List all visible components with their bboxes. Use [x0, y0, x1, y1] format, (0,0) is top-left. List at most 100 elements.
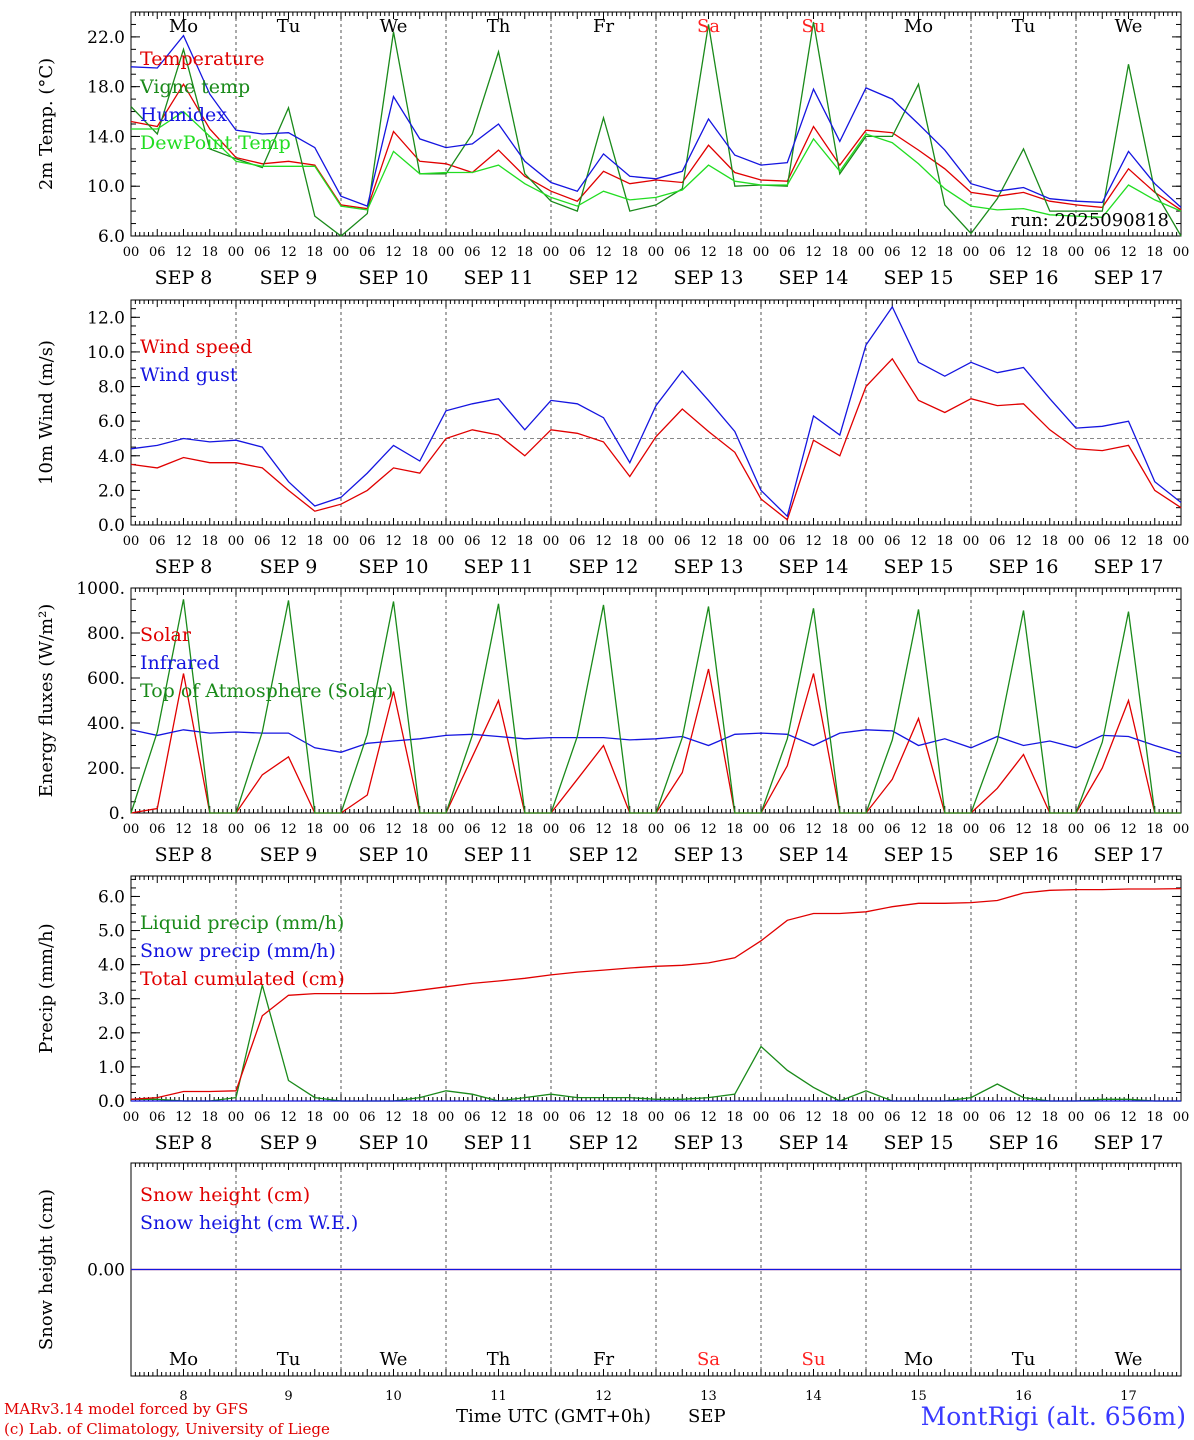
series-line-top-of-atmosphere-solar-: [130, 599, 1181, 814]
hour-label: 00: [333, 1110, 350, 1125]
hour-label: 06: [1094, 822, 1111, 837]
y-tick-label: 600.: [87, 669, 125, 689]
hour-label: 06: [464, 534, 481, 549]
hour-label: 06: [359, 534, 376, 549]
hour-label: 06: [884, 245, 901, 260]
hour-label: 18: [306, 245, 323, 260]
hour-label: 12: [700, 534, 717, 549]
hour-label: 12: [175, 1110, 192, 1125]
hour-label: 00: [963, 245, 980, 260]
date-label: SEP 8: [155, 556, 213, 578]
hour-label: 18: [201, 822, 218, 837]
hour-label: 00: [753, 245, 770, 260]
date-label: SEP 10: [359, 267, 429, 289]
y-axis-label: Snow height (cm): [36, 1189, 57, 1350]
series-line-dewpoint-temp: [131, 110, 1182, 218]
hour-label: 18: [201, 245, 218, 260]
hour-label: 06: [674, 822, 691, 837]
y-tick-label: 400.: [87, 714, 125, 734]
panel-4: 0.0 1.0 2.0 3.0 4.0 5.0 6.0 Precip (mm/h) Liquid…: [36, 875, 1189, 1154]
hour-label: 12: [385, 245, 402, 260]
legend-entry: Total cumulated (cm): [140, 968, 345, 990]
y-tick-label: 800.: [87, 624, 125, 644]
date-label: SEP 16: [989, 1132, 1059, 1154]
date-label: SEP 12: [569, 1132, 639, 1154]
date-label: SEP 12: [569, 267, 639, 289]
station-title: MontRigi (alt. 656m): [920, 1402, 1186, 1431]
y-tick-label: 2.0: [98, 1024, 125, 1044]
hour-label: 06: [149, 822, 166, 837]
date-label: SEP 9: [260, 1132, 318, 1154]
y-tick-label: 12.0: [87, 308, 125, 328]
date-label: SEP 12: [569, 556, 639, 578]
hour-label: 18: [726, 822, 743, 837]
hour-label: 18: [306, 534, 323, 549]
hour-label: 12: [910, 1110, 927, 1125]
hour-label: 00: [438, 822, 455, 837]
hour-label: 12: [910, 822, 927, 837]
hour-label: 00: [648, 534, 665, 549]
hour-label: 00: [753, 1110, 770, 1125]
hour-label: 00: [1068, 822, 1085, 837]
hour-label: 06: [149, 1110, 166, 1125]
hour-label: 00: [123, 245, 140, 260]
legend-entry: Vigne temp: [139, 76, 250, 98]
lab-credit: (c) Lab. of Climatology, University of L…: [4, 1420, 330, 1438]
hour-label: 00: [1173, 534, 1190, 549]
hour-label: 18: [831, 245, 848, 260]
hour-label: 06: [569, 822, 586, 837]
panel-2: 0.0 2.0 4.0 6.0 8.0 10.0 12.0 10m Wind (m/s) Win…: [36, 299, 1190, 578]
day-name: Th: [487, 16, 511, 37]
hour-label: 06: [359, 245, 376, 260]
hour-label: 06: [884, 1110, 901, 1125]
series-line-wind-gust: [130, 305, 1182, 518]
legend-entry: Humidex: [140, 104, 227, 126]
day-number: 8: [179, 1389, 187, 1404]
hour-label: 00: [543, 1110, 560, 1125]
day-name: Fr: [593, 16, 614, 37]
hour-label: 18: [1041, 1110, 1058, 1125]
hour-label: 00: [543, 822, 560, 837]
hour-label: 12: [595, 534, 612, 549]
run-label: run: 2025090818: [1011, 210, 1169, 231]
hour-label: 12: [1120, 534, 1137, 549]
y-axis-label: Precip (mm/h): [36, 923, 57, 1053]
hour-label: 12: [595, 1110, 612, 1125]
date-label: SEP 14: [779, 844, 849, 866]
date-label: SEP 10: [359, 1132, 429, 1154]
hour-label: 18: [516, 245, 533, 260]
day-name: Th: [487, 1349, 511, 1370]
hour-label: 06: [884, 534, 901, 549]
hour-label: 12: [385, 534, 402, 549]
day-number: 17: [1120, 1389, 1137, 1404]
hour-label: 00: [858, 245, 875, 260]
hour-label: 00: [753, 534, 770, 549]
day-name: Mo: [904, 1349, 933, 1370]
date-label: SEP 13: [674, 1132, 744, 1154]
day-name: We: [1115, 16, 1143, 37]
hour-label: 00: [228, 822, 245, 837]
date-label: SEP 15: [884, 556, 954, 578]
y-tick-label: 6.0: [98, 227, 125, 247]
y-tick-label: 0.: [109, 804, 125, 824]
hour-label: 00: [543, 245, 560, 260]
day-name: Mo: [169, 1349, 198, 1370]
hour-label: 18: [726, 1110, 743, 1125]
day-name: Sa: [697, 1349, 720, 1370]
date-label: SEP 13: [674, 556, 744, 578]
date-label: SEP 16: [989, 267, 1059, 289]
hour-label: 18: [201, 1110, 218, 1125]
hour-label: 12: [595, 822, 612, 837]
hour-label: 12: [910, 534, 927, 549]
hour-label: 06: [779, 822, 796, 837]
hour-label: 00: [438, 534, 455, 549]
date-label: SEP 8: [155, 844, 213, 866]
hour-label: 12: [1015, 245, 1032, 260]
hour-label: 00: [753, 822, 770, 837]
y-tick-label: 2.0: [98, 481, 125, 501]
date-label: SEP 17: [1094, 267, 1164, 289]
legend-entry: Snow height (cm): [140, 1184, 310, 1206]
series-line-wind-speed: [130, 357, 1182, 521]
hour-label: 06: [359, 1110, 376, 1125]
hour-label: 12: [1120, 1110, 1137, 1125]
